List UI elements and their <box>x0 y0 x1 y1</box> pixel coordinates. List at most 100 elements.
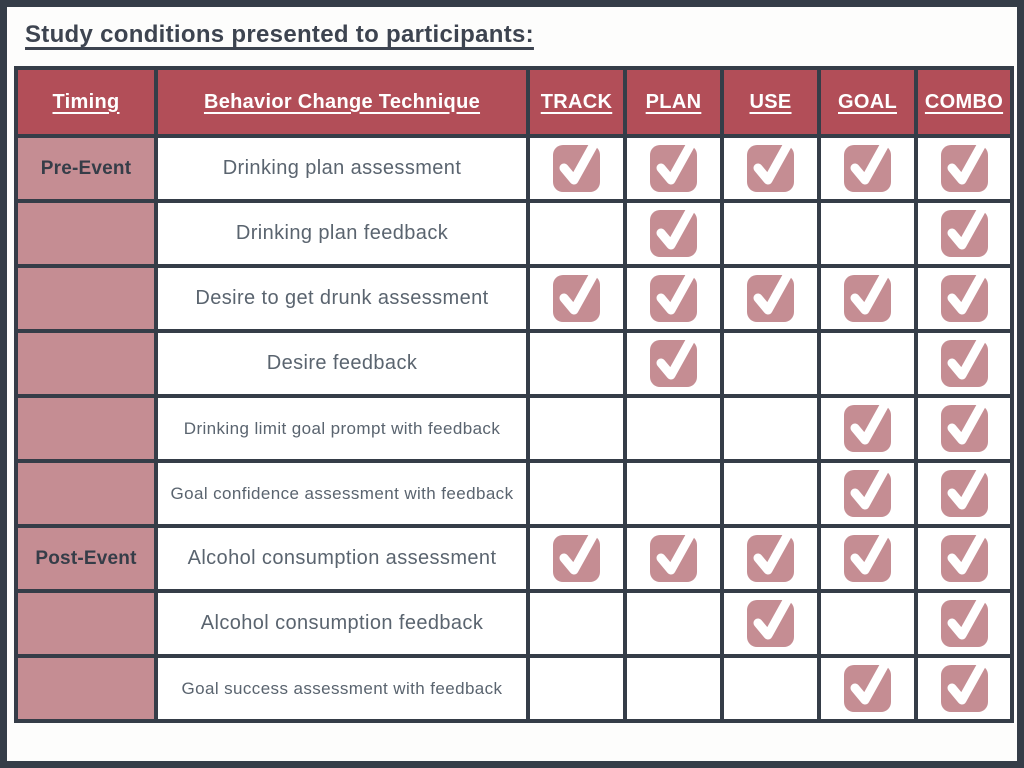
condition-cell-goal <box>817 654 918 723</box>
column-header-plan: PLAN <box>623 66 724 138</box>
checkmark-icon <box>650 140 697 192</box>
condition-cell-use <box>720 524 821 593</box>
condition-cell-use <box>720 589 821 658</box>
condition-cell-use <box>720 264 821 333</box>
condition-cell-plan <box>623 394 724 463</box>
condition-cell-goal <box>817 264 918 333</box>
condition-cell-track <box>526 589 627 658</box>
condition-cell-goal <box>817 524 918 593</box>
condition-cell-track <box>526 199 627 268</box>
page-title: Study conditions presented to participan… <box>25 21 534 48</box>
checkmark-icon <box>650 530 697 582</box>
checkmark-icon <box>553 270 600 322</box>
study-conditions-table: Timing Behavior Change Technique TRACK P… <box>14 66 1014 723</box>
column-header-use: USE <box>720 66 821 138</box>
condition-cell-track <box>526 394 627 463</box>
condition-cell-track <box>526 524 627 593</box>
condition-cell-track <box>526 654 627 723</box>
condition-cell-use <box>720 459 821 528</box>
table-row: Goal success assessment with feedback <box>14 654 1014 723</box>
checkmark-icon <box>940 465 988 517</box>
timing-cell <box>14 654 158 723</box>
technique-cell: Goal confidence assessment with feedback <box>154 459 530 528</box>
technique-cell: Drinking plan assessment <box>154 134 530 203</box>
condition-cell-plan <box>623 329 724 398</box>
condition-cell-combo <box>914 394 1014 463</box>
condition-cell-use <box>720 394 821 463</box>
checkmark-icon <box>747 530 794 582</box>
condition-cell-track <box>526 459 627 528</box>
condition-cell-combo <box>914 524 1014 593</box>
checkmark-icon <box>940 140 988 192</box>
checkmark-icon <box>844 530 891 582</box>
condition-cell-combo <box>914 654 1014 723</box>
column-header-timing: Timing <box>14 66 158 138</box>
timing-cell <box>14 394 158 463</box>
condition-cell-plan <box>623 459 724 528</box>
condition-cell-combo <box>914 134 1014 203</box>
checkmark-icon <box>844 270 891 322</box>
condition-cell-plan <box>623 199 724 268</box>
condition-cell-goal <box>817 329 918 398</box>
condition-cell-use <box>720 654 821 723</box>
condition-cell-combo <box>914 459 1014 528</box>
condition-cell-combo <box>914 264 1014 333</box>
checkmark-icon <box>553 530 600 582</box>
condition-cell-combo <box>914 589 1014 658</box>
timing-cell <box>14 589 158 658</box>
technique-cell: Alcohol consumption feedback <box>154 589 530 658</box>
technique-cell: Goal success assessment with feedback <box>154 654 530 723</box>
checkmark-icon <box>940 400 988 452</box>
timing-cell <box>14 264 158 333</box>
timing-cell <box>14 199 158 268</box>
condition-cell-track <box>526 264 627 333</box>
checkmark-icon <box>940 205 988 257</box>
checkmark-icon <box>650 205 697 257</box>
checkmark-icon <box>844 400 891 452</box>
condition-cell-track <box>526 134 627 203</box>
timing-cell: Post-Event <box>14 524 158 593</box>
condition-cell-goal <box>817 134 918 203</box>
table-row: Drinking limit goal prompt with feedback <box>14 394 1014 463</box>
column-header-combo: COMBO <box>914 66 1014 138</box>
condition-cell-goal <box>817 459 918 528</box>
condition-cell-plan <box>623 654 724 723</box>
table-header-row: Timing Behavior Change Technique TRACK P… <box>14 66 1014 138</box>
checkmark-icon <box>747 270 794 322</box>
condition-cell-track <box>526 329 627 398</box>
condition-cell-plan <box>623 264 724 333</box>
column-header-technique: Behavior Change Technique <box>154 66 530 138</box>
checkmark-icon <box>650 270 697 322</box>
checkmark-icon <box>747 595 794 647</box>
timing-cell <box>14 329 158 398</box>
checkmark-icon <box>844 465 891 517</box>
checkmark-icon <box>940 660 988 712</box>
checkmark-icon <box>553 140 600 192</box>
condition-cell-combo <box>914 199 1014 268</box>
technique-cell: Alcohol consumption assessment <box>154 524 530 593</box>
technique-cell: Desire to get drunk assessment <box>154 264 530 333</box>
condition-cell-goal <box>817 394 918 463</box>
column-header-track: TRACK <box>526 66 627 138</box>
timing-cell: Pre-Event <box>14 134 158 203</box>
table-row: Post-Event Alcohol consumption assessment <box>14 524 1014 593</box>
condition-cell-goal <box>817 589 918 658</box>
table-row: Desire feedback <box>14 329 1014 398</box>
condition-cell-goal <box>817 199 918 268</box>
checkmark-icon <box>940 530 988 582</box>
table-row: Goal confidence assessment with feedback <box>14 459 1014 528</box>
condition-cell-use <box>720 199 821 268</box>
technique-cell: Drinking plan feedback <box>154 199 530 268</box>
condition-cell-plan <box>623 134 724 203</box>
timing-cell <box>14 459 158 528</box>
condition-cell-combo <box>914 329 1014 398</box>
checkmark-icon <box>844 660 891 712</box>
column-header-goal: GOAL <box>817 66 918 138</box>
checkmark-icon <box>844 140 891 192</box>
technique-cell: Drinking limit goal prompt with feedback <box>154 394 530 463</box>
table-row: Pre-Event Drinking plan assessment <box>14 134 1014 203</box>
condition-cell-use <box>720 329 821 398</box>
checkmark-icon <box>650 335 697 387</box>
